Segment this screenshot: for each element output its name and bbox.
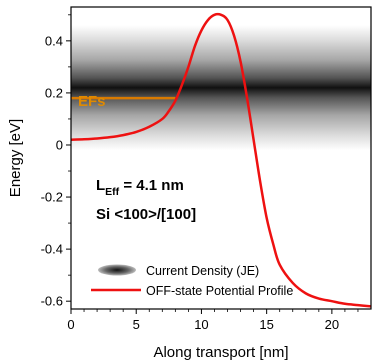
leff-annotation: LEff = 4.1 nm [96, 177, 184, 198]
y-axis-ticks: -0.6 -0.4 -0.2 0 0.2 0.4 [41, 14, 71, 309]
potential-profile-series [71, 12, 371, 308]
y-tick-label: 0.4 [45, 33, 63, 48]
x-axis-label: Along transport [nm] [153, 344, 288, 361]
efs-label: EFs [78, 93, 106, 110]
current-density-band-fill [71, 25, 371, 151]
y-tick-label: -0.6 [41, 294, 63, 309]
y-tick-label: -0.2 [41, 190, 63, 205]
y-tick-label: -0.4 [41, 242, 63, 257]
orientation-annotation: Si <100>/[100] [96, 206, 196, 223]
x-tick-label: 5 [133, 317, 140, 332]
legend-potential-label: OFF-state Potential Profile [146, 284, 293, 298]
x-tick-label: 15 [259, 317, 273, 332]
x-tick-label: 20 [325, 317, 339, 332]
x-axis-ticks: 0 5 10 15 20 [67, 309, 359, 332]
potential-profile-line [71, 12, 371, 308]
y-axis-label: Energy [eV] [7, 119, 24, 197]
x-tick-label: 0 [67, 317, 74, 332]
y-tick-label: 0.2 [45, 85, 63, 100]
plot-frame [70, 6, 372, 310]
current-density-band [71, 25, 371, 151]
legend-current-density-label: Current Density (JE) [146, 264, 259, 278]
legend-current-density-swatch [98, 264, 136, 276]
x-tick-label: 10 [194, 317, 208, 332]
y-tick-label: 0 [56, 137, 63, 152]
legend: Current Density (JE) OFF-state Potential… [91, 264, 293, 298]
